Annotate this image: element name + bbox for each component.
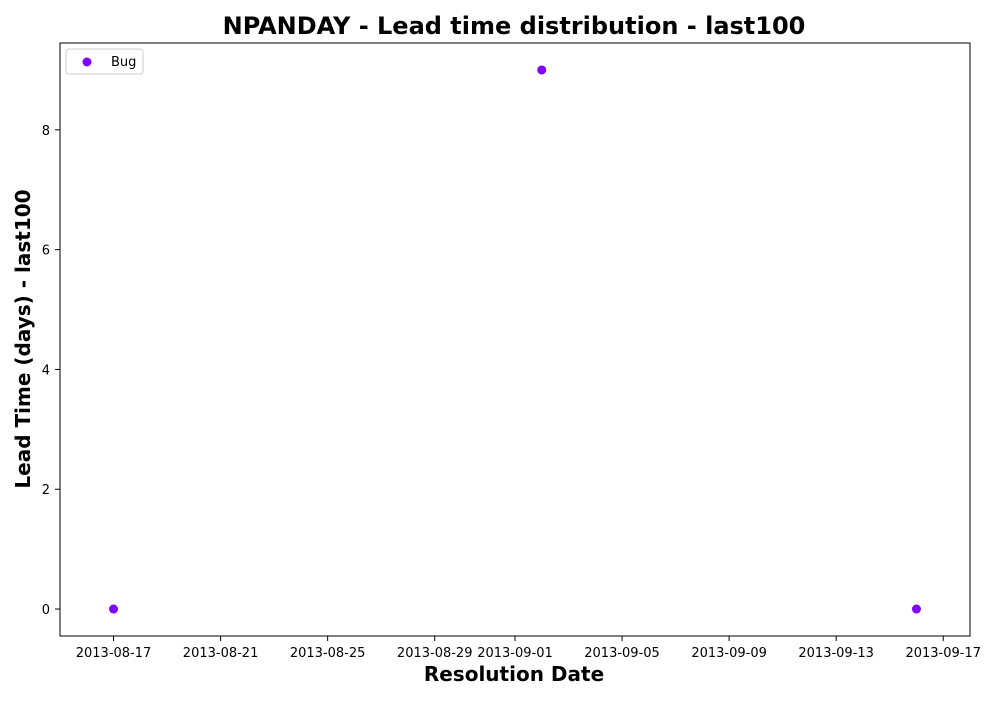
- data-point-bug: [109, 604, 119, 614]
- x-tick-label: 2013-08-17: [76, 646, 152, 661]
- legend-box: [65, 48, 144, 75]
- y-axis-label: Lead Time (days) - last100: [11, 189, 35, 488]
- x-tick-label: 2013-09-09: [691, 646, 767, 661]
- x-tick-label: 2013-08-25: [290, 646, 366, 661]
- y-tick-label: 0: [42, 603, 50, 618]
- y-axis: 0 2 4 6 8: [42, 124, 60, 618]
- x-tick-label: 2013-08-21: [183, 646, 259, 661]
- legend: Bug: [65, 48, 144, 75]
- x-tick-label: 2013-09-13: [798, 646, 874, 661]
- legend-label-bug: Bug: [111, 55, 136, 70]
- x-tick-label: 2013-09-17: [905, 646, 981, 661]
- y-tick-label: 6: [42, 244, 50, 259]
- data-point-bug: [537, 65, 547, 75]
- x-tick-label: 2013-08-29: [397, 646, 473, 661]
- x-axis: 2013-08-17 2013-08-21 2013-08-25 2013-08-29…: [76, 636, 981, 661]
- y-tick-label: 8: [42, 124, 50, 139]
- plot-frame: [59, 42, 971, 637]
- legend-marker-bug: [82, 57, 92, 67]
- data-points: [109, 65, 921, 614]
- y-tick-label: 4: [42, 363, 50, 378]
- x-tick-label: 2013-09-05: [584, 646, 660, 661]
- plot-area: 2013-08-17 2013-08-21 2013-08-25 2013-08-29…: [42, 42, 981, 661]
- x-axis-label: Resolution Date: [424, 662, 604, 686]
- data-point-bug: [911, 604, 921, 614]
- x-tick-label: 2013-09-01: [477, 646, 553, 661]
- chart-title: NPANDAY - Lead time distribution - last1…: [223, 12, 806, 40]
- y-tick-label: 2: [42, 483, 50, 498]
